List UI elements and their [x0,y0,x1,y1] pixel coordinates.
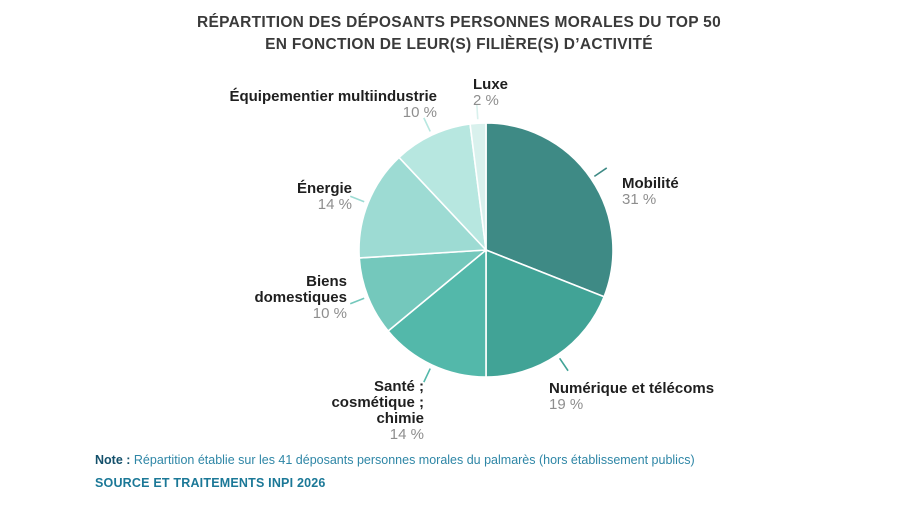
slice-pct: 10 % [312,305,347,322]
pie-slice [358,249,487,332]
slice-pct: 14 % [389,426,424,443]
note-prefix: Note : [95,453,131,467]
slice-name: Numérique et télécoms [549,380,715,397]
note-text: Répartition établie sur les 41 déposants… [130,453,695,467]
chart-title-line2: EN FONCTION DE LEUR(S) FILIÈRE(S) D’ACTI… [265,36,653,53]
slice-label-luxe: Luxe 2 % [473,77,508,109]
leader-line [349,195,365,203]
leader-line [476,104,479,120]
slice-label-mobilite: Mobilité 31 % [622,176,679,208]
slice-label-equipementier-multiindustrie: Équipementier multiindustrie 10 % [187,89,437,121]
leader-line [349,297,365,305]
slice-label-numerique-et-telecoms: Numérique et télécoms 19 % [549,381,714,413]
chart-title: RÉPARTITION DES DÉPOSANTS PERSONNES MORA… [0,12,918,56]
slice-pct: 10 % [402,104,437,121]
pie-slice [485,122,614,298]
slice-label-energie: Énergie 14 % [242,181,352,213]
pie-slice [469,122,487,251]
chart-title-line1: RÉPARTITION DES DÉPOSANTS PERSONNES MORA… [196,14,722,31]
slice-name: Mobilité [622,175,679,192]
leader-line [593,167,608,178]
slice-pct: 14 % [317,196,352,213]
leader-line [558,357,569,372]
slice-label-sante-cosmetique-chimie: Santé ; cosmétique ; chimie 14 % [314,379,424,443]
pie-slice [358,156,487,259]
slice-name: Luxe [473,76,509,93]
leader-line [423,368,431,383]
slice-pct: 2 % [473,92,499,109]
slice-name: Équipementier multiindustrie [229,88,437,105]
pie-chart [349,104,614,383]
chart-note: Note : Répartition établie sur les 41 dé… [95,453,695,467]
slice-name: Santé ; cosmétique ; chimie [331,378,424,427]
slice-pct: 19 % [549,396,584,413]
chart-source: SOURCE ET TRAITEMENTS INPI 2026 [95,476,326,490]
pie-slice [387,249,487,378]
pie-slice [398,123,487,251]
slice-name: Biens domestiques [254,273,347,306]
pie-slice [485,249,605,378]
pie-chart-area [326,90,646,410]
leader-line [423,117,431,132]
slice-label-biens-domestiques: Biens domestiques 10 % [237,274,347,322]
slice-name: Énergie [296,180,352,197]
slice-pct: 31 % [622,191,657,208]
